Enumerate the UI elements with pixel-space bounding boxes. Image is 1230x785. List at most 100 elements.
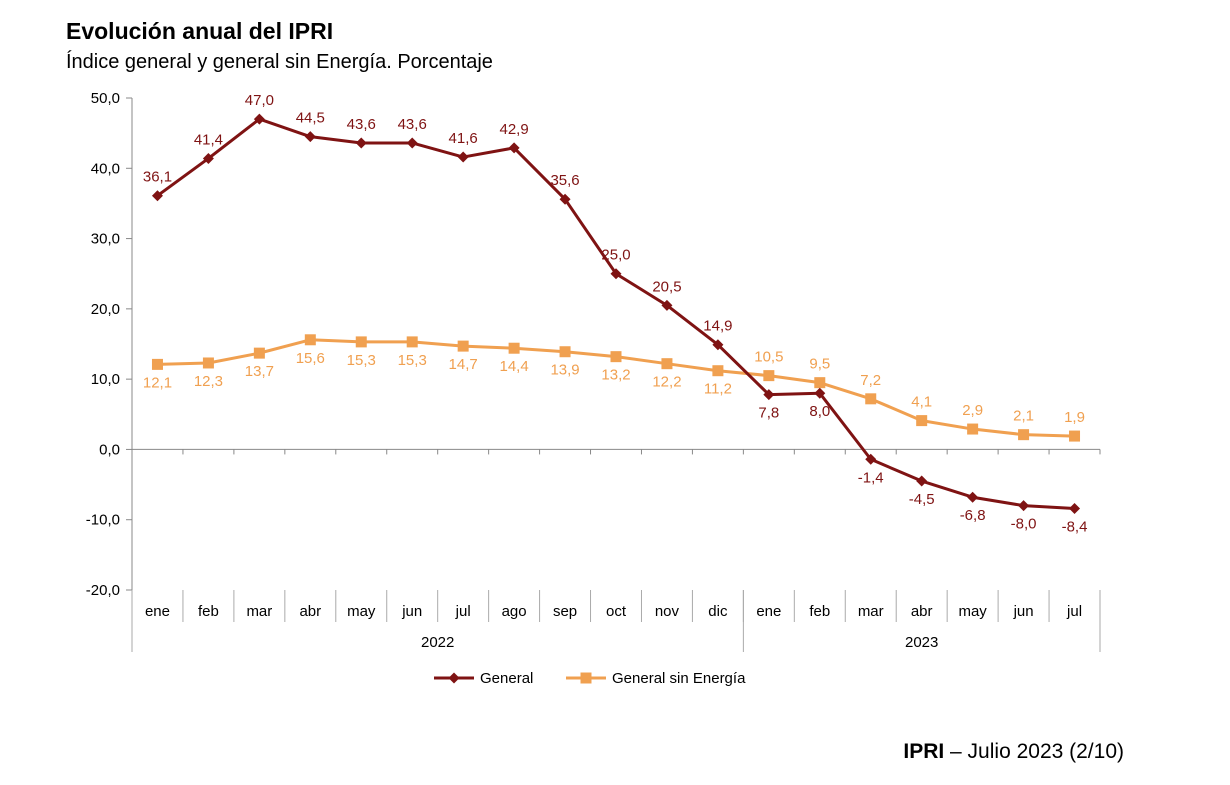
x-tick-label: ene <box>756 603 781 620</box>
data-point-general <box>406 137 418 149</box>
x-tick-label: ago <box>502 603 527 620</box>
x-tick-label: mar <box>858 603 884 620</box>
data-label-general: 43,6 <box>347 116 376 133</box>
footer-text: – Julio 2023 (2/10) <box>950 740 1124 763</box>
data-label-sin-energia: 2,9 <box>962 402 983 419</box>
data-point-general <box>151 190 163 202</box>
y-tick-label: -20,0 <box>86 582 120 599</box>
data-label-sin-energia: 9,5 <box>809 356 830 373</box>
x-tick-label: jun <box>1013 603 1034 620</box>
data-label-general: -1,4 <box>858 469 884 486</box>
data-label-sin-energia: 12,3 <box>194 373 223 390</box>
series-line-0 <box>156 117 1075 510</box>
data-point-sin-energia <box>457 340 469 352</box>
y-tick-label: 10,0 <box>91 371 120 388</box>
data-label-general: -8,0 <box>1011 516 1037 533</box>
data-point-general <box>916 475 928 487</box>
data-label-sin-energia: 10,5 <box>754 349 783 366</box>
x-tick-label: oct <box>606 603 627 620</box>
y-tick-label: -10,0 <box>86 512 120 529</box>
data-point-sin-energia <box>355 336 367 348</box>
data-point-sin-energia <box>253 347 265 359</box>
data-label-general: 36,1 <box>143 169 172 186</box>
footer: IPRI – Julio 2023 (2/10) <box>903 740 1124 764</box>
x-tick-label: ene <box>145 603 170 620</box>
data-point-general <box>610 268 622 280</box>
data-label-sin-energia: 13,7 <box>245 363 274 380</box>
data-point-sin-energia <box>712 365 724 377</box>
data-label-sin-energia: 13,9 <box>550 362 579 379</box>
data-label-general: 20,5 <box>652 278 681 295</box>
legend-marker-sin-energia <box>580 672 592 684</box>
legend-label-general: General <box>480 670 533 687</box>
data-point-general <box>763 389 775 401</box>
data-point-general <box>661 299 673 311</box>
y-tick-label: 50,0 <box>91 90 120 107</box>
legend-marker-general <box>448 672 460 684</box>
data-point-general <box>814 387 826 399</box>
data-point-sin-energia <box>1069 430 1081 442</box>
data-point-general <box>1069 502 1081 514</box>
legend-label-sin-energia: General sin Energía <box>612 670 746 687</box>
data-label-sin-energia: 2,1 <box>1013 408 1034 425</box>
y-tick-label: 30,0 <box>91 231 120 248</box>
data-point-general <box>457 151 469 163</box>
x-tick-label: abr <box>299 603 321 620</box>
y-tick-label: 20,0 <box>91 301 120 318</box>
data-point-general <box>967 491 979 503</box>
data-label-general: 44,5 <box>296 110 325 127</box>
data-label-general: 25,0 <box>601 247 630 264</box>
data-point-general <box>1018 500 1030 512</box>
data-label-sin-energia: 15,3 <box>398 352 427 369</box>
data-label-sin-energia: 12,1 <box>143 374 172 391</box>
x-tick-label: feb <box>198 603 219 620</box>
data-point-general <box>304 131 316 143</box>
data-label-general: -4,5 <box>909 491 935 508</box>
data-point-sin-energia <box>508 342 520 354</box>
data-label-sin-energia: 13,2 <box>601 367 630 384</box>
data-point-sin-energia <box>916 415 928 427</box>
data-label-sin-energia: 15,6 <box>296 350 325 367</box>
x-tick-label: abr <box>911 603 933 620</box>
data-label-general: 8,0 <box>809 403 830 420</box>
data-point-sin-energia <box>661 358 673 370</box>
data-point-general <box>559 193 571 205</box>
x-tick-label: feb <box>809 603 830 620</box>
data-label-general: 14,9 <box>703 318 732 335</box>
data-label-general: 47,0 <box>245 92 274 109</box>
data-point-sin-energia <box>865 393 877 405</box>
data-point-general <box>865 453 877 465</box>
data-point-sin-energia <box>304 334 316 346</box>
data-point-general <box>508 142 520 154</box>
x-tick-label: mar <box>246 603 272 620</box>
y-tick-label: 40,0 <box>91 160 120 177</box>
data-point-sin-energia <box>151 358 163 370</box>
data-point-general <box>253 113 265 125</box>
x-tick-label: sep <box>553 603 577 620</box>
x-tick-label: may <box>958 603 987 620</box>
footer-brand: IPRI <box>903 740 945 763</box>
data-label-sin-energia: 12,2 <box>652 374 681 391</box>
data-label-general: 7,8 <box>758 405 779 422</box>
data-label-general: 41,6 <box>449 130 478 147</box>
data-point-general <box>355 137 367 149</box>
data-label-general: -8,4 <box>1062 518 1088 535</box>
data-point-general <box>202 152 214 164</box>
y-tick-label: 0,0 <box>99 441 120 458</box>
data-point-sin-energia <box>559 346 571 358</box>
x-tick-label: nov <box>655 603 680 620</box>
data-point-sin-energia <box>610 351 622 363</box>
year-label: 2023 <box>905 634 938 651</box>
data-label-sin-energia: 11,2 <box>704 381 732 398</box>
chart-subtitle: Índice general y general sin Energía. Po… <box>66 51 493 73</box>
x-tick-label: may <box>347 603 376 620</box>
data-label-general: 41,4 <box>194 131 223 148</box>
data-point-sin-energia <box>406 336 418 348</box>
data-label-general: 43,6 <box>398 116 427 133</box>
x-tick-label: jul <box>1066 603 1082 620</box>
data-point-sin-energia <box>202 357 214 369</box>
year-label: 2022 <box>421 634 454 651</box>
data-point-sin-energia <box>763 370 775 382</box>
data-label-general: -6,8 <box>960 507 986 524</box>
